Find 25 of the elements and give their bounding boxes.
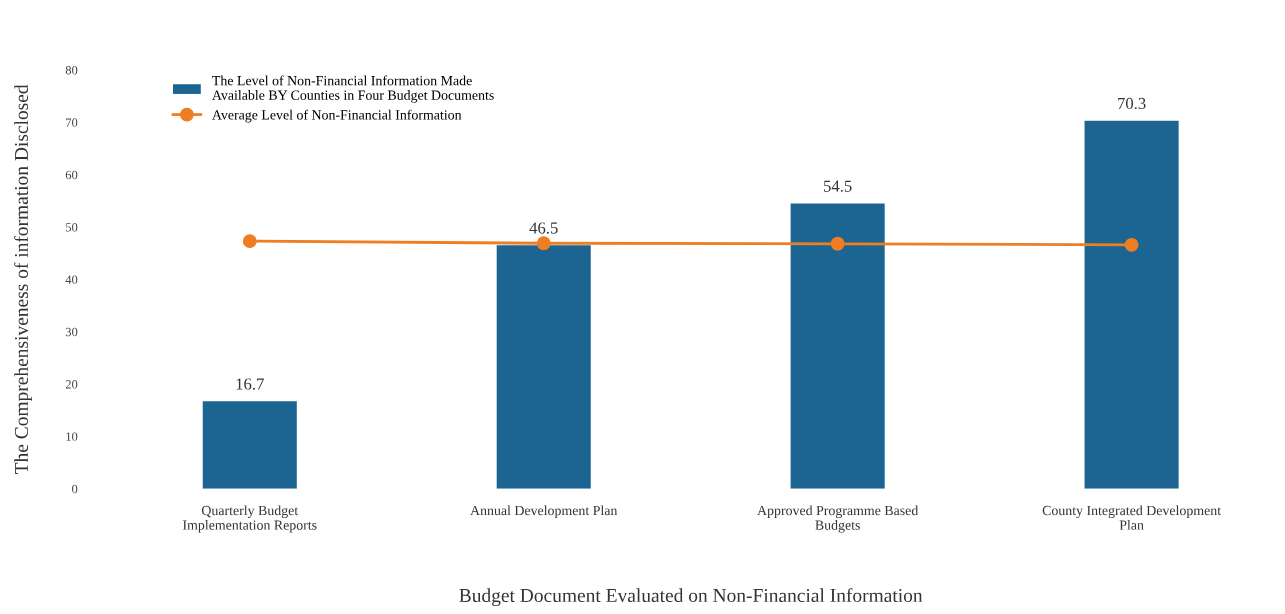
bar (790, 203, 885, 489)
data-label: 70.3 (1118, 97, 1146, 110)
y-tick-label: 40 (65, 275, 78, 284)
y-tick-label: 20 (65, 380, 78, 389)
y-tick-label: 60 (65, 170, 78, 180)
y-tick-label: 30 (65, 327, 78, 337)
legend-label: Average Level of Non-Financial Information (212, 109, 462, 123)
y-tick-label: 0 (72, 484, 78, 494)
data-label: 16.7 (236, 378, 264, 390)
bar (1084, 120, 1179, 489)
data-label: 46.5 (529, 222, 558, 234)
y-tick-label: 50 (66, 223, 78, 232)
bar (202, 401, 297, 489)
data-label: 54.5 (824, 180, 852, 192)
y-tick-label: 10 (66, 432, 78, 441)
y-tick-label: 80 (65, 66, 78, 75)
y-axis-title: The Comprehensiveness of information Disclosed (14, 84, 32, 474)
bar (496, 245, 591, 489)
legend-label: The Level of Non-Financial Information Made Available BY Counties in Four Budget Documents (212, 75, 494, 103)
x-tick-label: Approved Programme Based Budgets (757, 505, 919, 533)
x-axis-title: Budget Document Evaluated on Non-Financial Information (459, 588, 923, 607)
x-tick-label: County Integrated Development Plan (1042, 505, 1221, 530)
y-tick-label: 70 (66, 118, 78, 127)
x-tick-label: Quarterly Budget Implementation Reports (182, 505, 317, 533)
x-tick-label: Annual Development Plan (470, 505, 618, 519)
